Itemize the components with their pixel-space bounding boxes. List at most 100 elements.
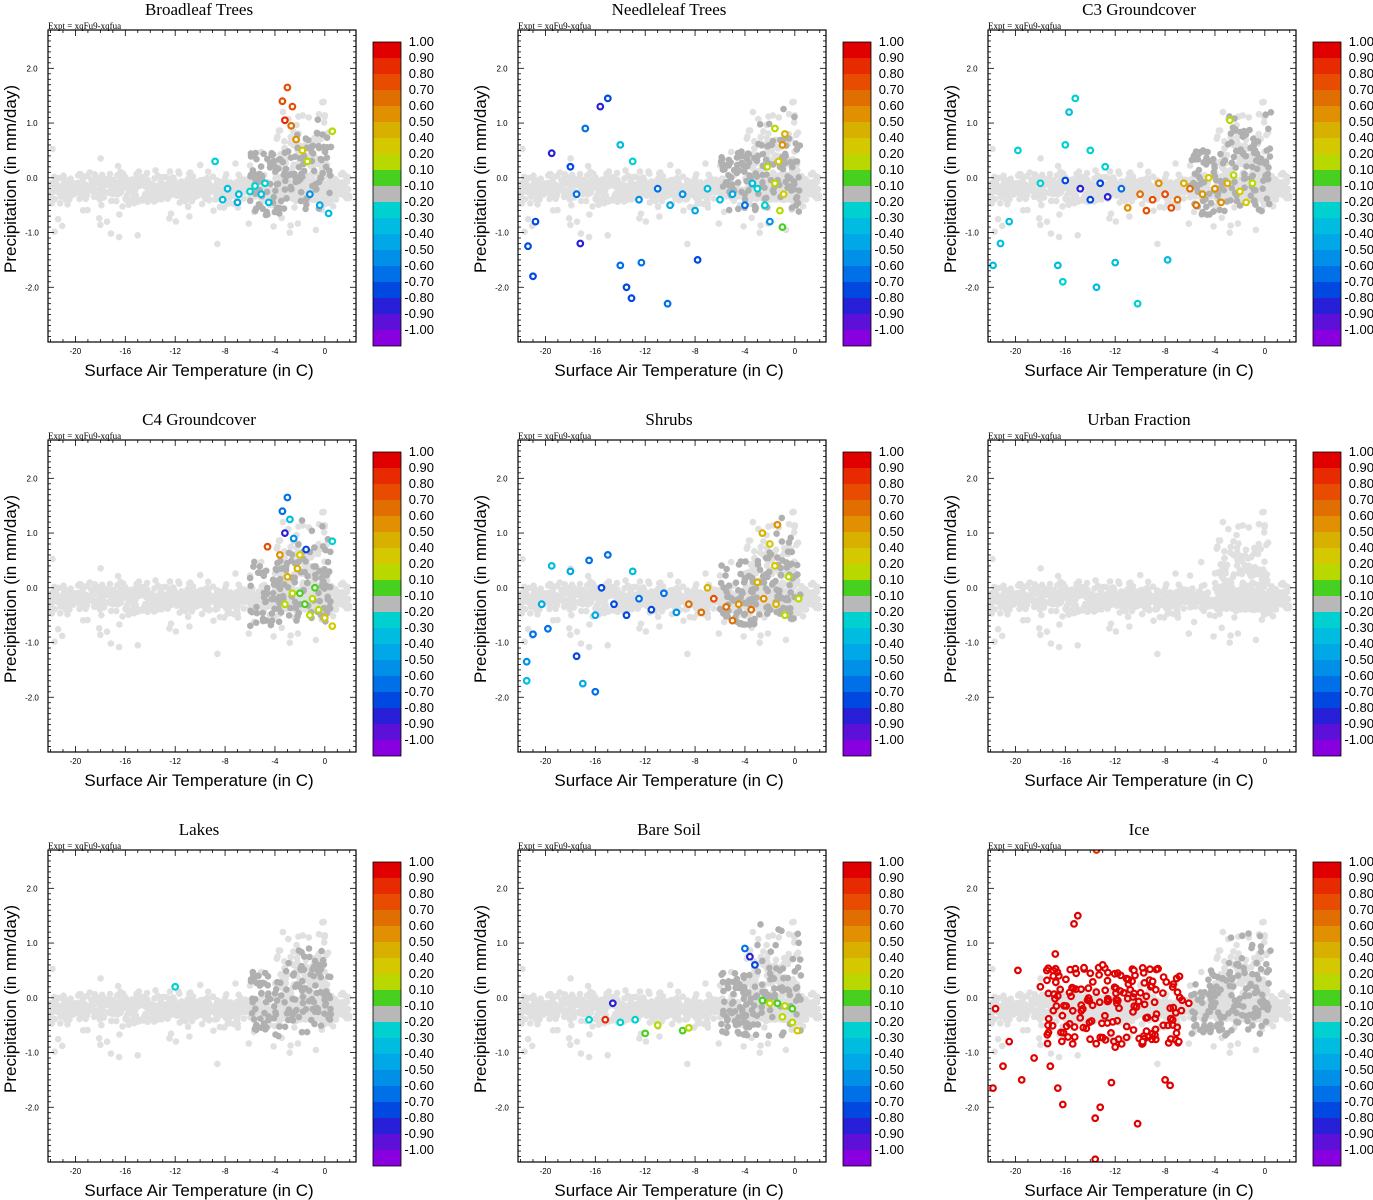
data-point	[1210, 184, 1219, 193]
background-point	[793, 131, 800, 139]
data-point	[1198, 190, 1207, 199]
background-point	[78, 591, 86, 598]
colorbar-swatch	[1313, 282, 1341, 298]
background-point	[530, 172, 537, 179]
colorbar-swatch	[1313, 170, 1341, 186]
background-point	[143, 579, 151, 587]
neutral-point	[297, 197, 305, 205]
background-point	[158, 196, 165, 203]
background-point	[636, 175, 643, 182]
neutral-point	[1263, 195, 1271, 202]
neutral-point	[787, 184, 795, 191]
background-point	[203, 193, 211, 200]
neutral-point	[1231, 178, 1238, 186]
background-point	[535, 178, 542, 186]
neutral-point	[283, 195, 290, 202]
background-point	[624, 191, 632, 199]
background-point	[232, 160, 239, 167]
background-point	[1169, 192, 1176, 200]
colorbar-label: 0.50	[1349, 114, 1373, 129]
neutral-point	[1246, 126, 1253, 134]
colorbar-label: -0.30	[1344, 210, 1373, 225]
background-point	[1091, 184, 1099, 192]
background-point	[1260, 98, 1267, 106]
background-point	[49, 145, 56, 153]
neutral-point	[288, 185, 295, 193]
neutral-point	[1220, 186, 1228, 194]
background-point	[172, 218, 180, 225]
background-point	[158, 606, 165, 613]
neutral-point	[257, 163, 265, 170]
neutral-point	[1236, 147, 1243, 155]
background-point	[597, 183, 605, 190]
background-point	[591, 179, 598, 186]
background-point	[702, 160, 709, 167]
y-axis-label: Precipitation (in mm/day)	[1, 85, 20, 273]
neutral-point	[314, 116, 322, 123]
colorbar-label: -0.10	[404, 178, 434, 193]
colorbar-label: -1.00	[404, 322, 434, 337]
background-point	[553, 191, 561, 199]
background-point	[333, 598, 341, 606]
neutral-point	[1253, 165, 1261, 173]
colorbar-swatch	[373, 266, 401, 282]
background-point	[521, 228, 528, 235]
background-point	[65, 178, 72, 186]
background-point	[714, 177, 722, 184]
background-point	[114, 172, 121, 179]
background-point	[582, 197, 590, 205]
background-point	[329, 203, 337, 210]
background-point	[186, 213, 193, 220]
neutral-point	[260, 150, 268, 158]
neutral-point	[735, 167, 743, 174]
data-point	[1179, 179, 1188, 188]
neutral-point	[744, 150, 752, 157]
data-point	[1086, 195, 1095, 204]
colorbar-swatch	[843, 58, 871, 74]
neutral-point	[294, 177, 302, 185]
background-point	[1174, 204, 1182, 211]
background-point	[52, 175, 59, 182]
neutral-point	[734, 179, 742, 186]
background-point	[77, 580, 84, 588]
background-point	[150, 608, 158, 615]
background-point	[196, 161, 204, 169]
colorbar-swatch	[1313, 154, 1341, 170]
colorbar-swatch	[843, 186, 871, 202]
data-point	[1076, 184, 1085, 193]
background-point	[1149, 173, 1157, 180]
background-point	[703, 196, 711, 204]
background-point	[538, 186, 546, 194]
background-point	[152, 577, 159, 584]
background-point	[657, 190, 665, 198]
neutral-point	[753, 173, 761, 180]
x-tick-label: -12	[169, 347, 181, 356]
background-point	[229, 602, 236, 610]
data-point	[315, 201, 324, 210]
y-tick-label: 1.0	[496, 119, 508, 128]
background-point	[236, 181, 243, 188]
background-point	[97, 155, 104, 162]
data-point	[653, 184, 662, 193]
background-point	[1285, 194, 1293, 202]
neutral-point	[756, 121, 764, 128]
background-point	[642, 218, 650, 225]
background-point	[1083, 169, 1091, 177]
background-point	[334, 591, 342, 598]
background-point	[666, 161, 674, 169]
colorbar-label: -0.20	[1344, 194, 1373, 209]
background-point	[212, 189, 219, 196]
neutral-point	[1188, 156, 1196, 164]
neutral-point	[1216, 206, 1223, 214]
data-point	[1111, 258, 1120, 267]
background-point	[98, 171, 106, 179]
neutral-point	[264, 211, 271, 218]
background-point	[229, 192, 236, 200]
colorbar-label: 0.70	[1349, 82, 1373, 97]
background-point	[97, 221, 104, 229]
neutral-point	[277, 197, 285, 205]
background-point	[563, 192, 570, 200]
background-point	[692, 181, 699, 188]
background-point	[1172, 160, 1179, 167]
colorbar-swatch	[1313, 90, 1341, 106]
